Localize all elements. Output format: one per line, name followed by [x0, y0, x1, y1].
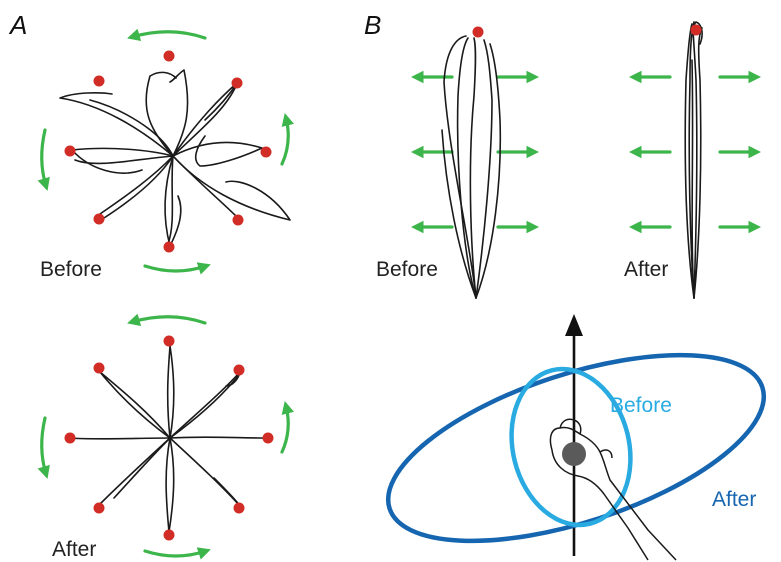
panel-a-after: After — [37, 313, 295, 561]
force-field-arrows-b-before — [410, 70, 540, 234]
trajectory — [59, 92, 174, 157]
green-arrow-icon — [37, 128, 50, 191]
target-dot — [232, 214, 244, 226]
trajectory — [172, 85, 237, 157]
target-dot — [93, 75, 105, 87]
target-dot — [260, 146, 272, 158]
panel-b-stiffness-ellipses: Before After — [385, 314, 767, 561]
panel-b-after: After — [624, 21, 762, 299]
green-arrow-icon — [127, 313, 207, 327]
green-arrow-icon — [37, 416, 50, 479]
trajectory — [74, 155, 174, 165]
green-arrow-icon — [280, 113, 295, 166]
trajectory — [169, 436, 267, 439]
panel-a-letter: A — [8, 10, 27, 40]
trajectory — [172, 135, 263, 167]
ellipse-before-label: Before — [610, 394, 672, 417]
before-label: Before — [376, 258, 438, 281]
trajectory — [113, 437, 171, 499]
trajectory — [456, 37, 477, 299]
trajectory — [169, 375, 239, 439]
trajectory — [688, 21, 703, 299]
trajectory — [469, 37, 477, 299]
arrow-up-icon — [565, 314, 583, 336]
trajectory — [165, 437, 175, 533]
target-dot — [93, 502, 105, 514]
trajectory — [166, 345, 175, 439]
force-field-arrows-a-before — [37, 28, 295, 275]
trajectory — [99, 155, 174, 215]
target-dot — [233, 502, 245, 514]
before-ellipse — [509, 366, 633, 528]
target-dot — [231, 77, 243, 89]
targets-a-after — [64, 335, 274, 541]
trajectory — [475, 39, 493, 299]
target-dot — [163, 335, 175, 347]
green-arrow-icon — [280, 401, 295, 454]
green-arrow-icon — [143, 547, 211, 560]
target-dot — [93, 362, 105, 374]
target-dot — [64, 432, 76, 444]
trajectories-b-before — [441, 35, 502, 299]
ellipse-after-label: After — [712, 488, 756, 511]
trajectory — [71, 147, 174, 174]
trajectory — [99, 371, 171, 439]
target-dot — [64, 145, 76, 157]
trajectory — [167, 155, 174, 245]
trajectory — [89, 99, 174, 157]
target-dot — [163, 529, 175, 541]
after-label: After — [624, 258, 668, 281]
trajectory — [169, 371, 241, 439]
vertical-axis-arrow — [565, 314, 583, 556]
trajectory — [67, 437, 171, 440]
trajectory — [103, 155, 174, 219]
green-arrow-icon — [127, 28, 207, 42]
target-dot — [472, 26, 484, 38]
trajectory — [441, 129, 477, 299]
green-arrow-icon — [143, 262, 211, 275]
trajectory — [169, 437, 241, 507]
force-field-arrows-a-after — [37, 313, 295, 560]
target-dot — [233, 364, 245, 376]
hand-icon — [549, 418, 677, 561]
force-field-arrows-b-after — [628, 70, 762, 234]
panel-a-before: Before — [37, 28, 295, 281]
trajectory — [172, 155, 291, 221]
target-dot — [163, 50, 175, 62]
targets-a-before — [64, 50, 272, 253]
target-dot — [262, 432, 274, 444]
trajectory — [691, 59, 695, 299]
trajectory — [684, 23, 695, 299]
trajectory — [475, 43, 502, 299]
trajectory — [172, 155, 239, 219]
trajectory — [693, 27, 703, 299]
target-dot — [690, 24, 702, 36]
target-dot — [163, 241, 175, 253]
panel-b-before: Before — [376, 26, 540, 299]
trajectory — [169, 69, 189, 157]
trajectory — [443, 35, 477, 299]
trajectories-b-after — [684, 21, 703, 299]
trajectory — [145, 71, 177, 157]
handle-marker — [562, 442, 586, 466]
panel-b-letter: B — [364, 10, 381, 40]
target-dot — [93, 213, 105, 225]
after-label: After — [52, 538, 96, 561]
before-label: Before — [40, 258, 102, 281]
trajectory — [692, 21, 698, 299]
